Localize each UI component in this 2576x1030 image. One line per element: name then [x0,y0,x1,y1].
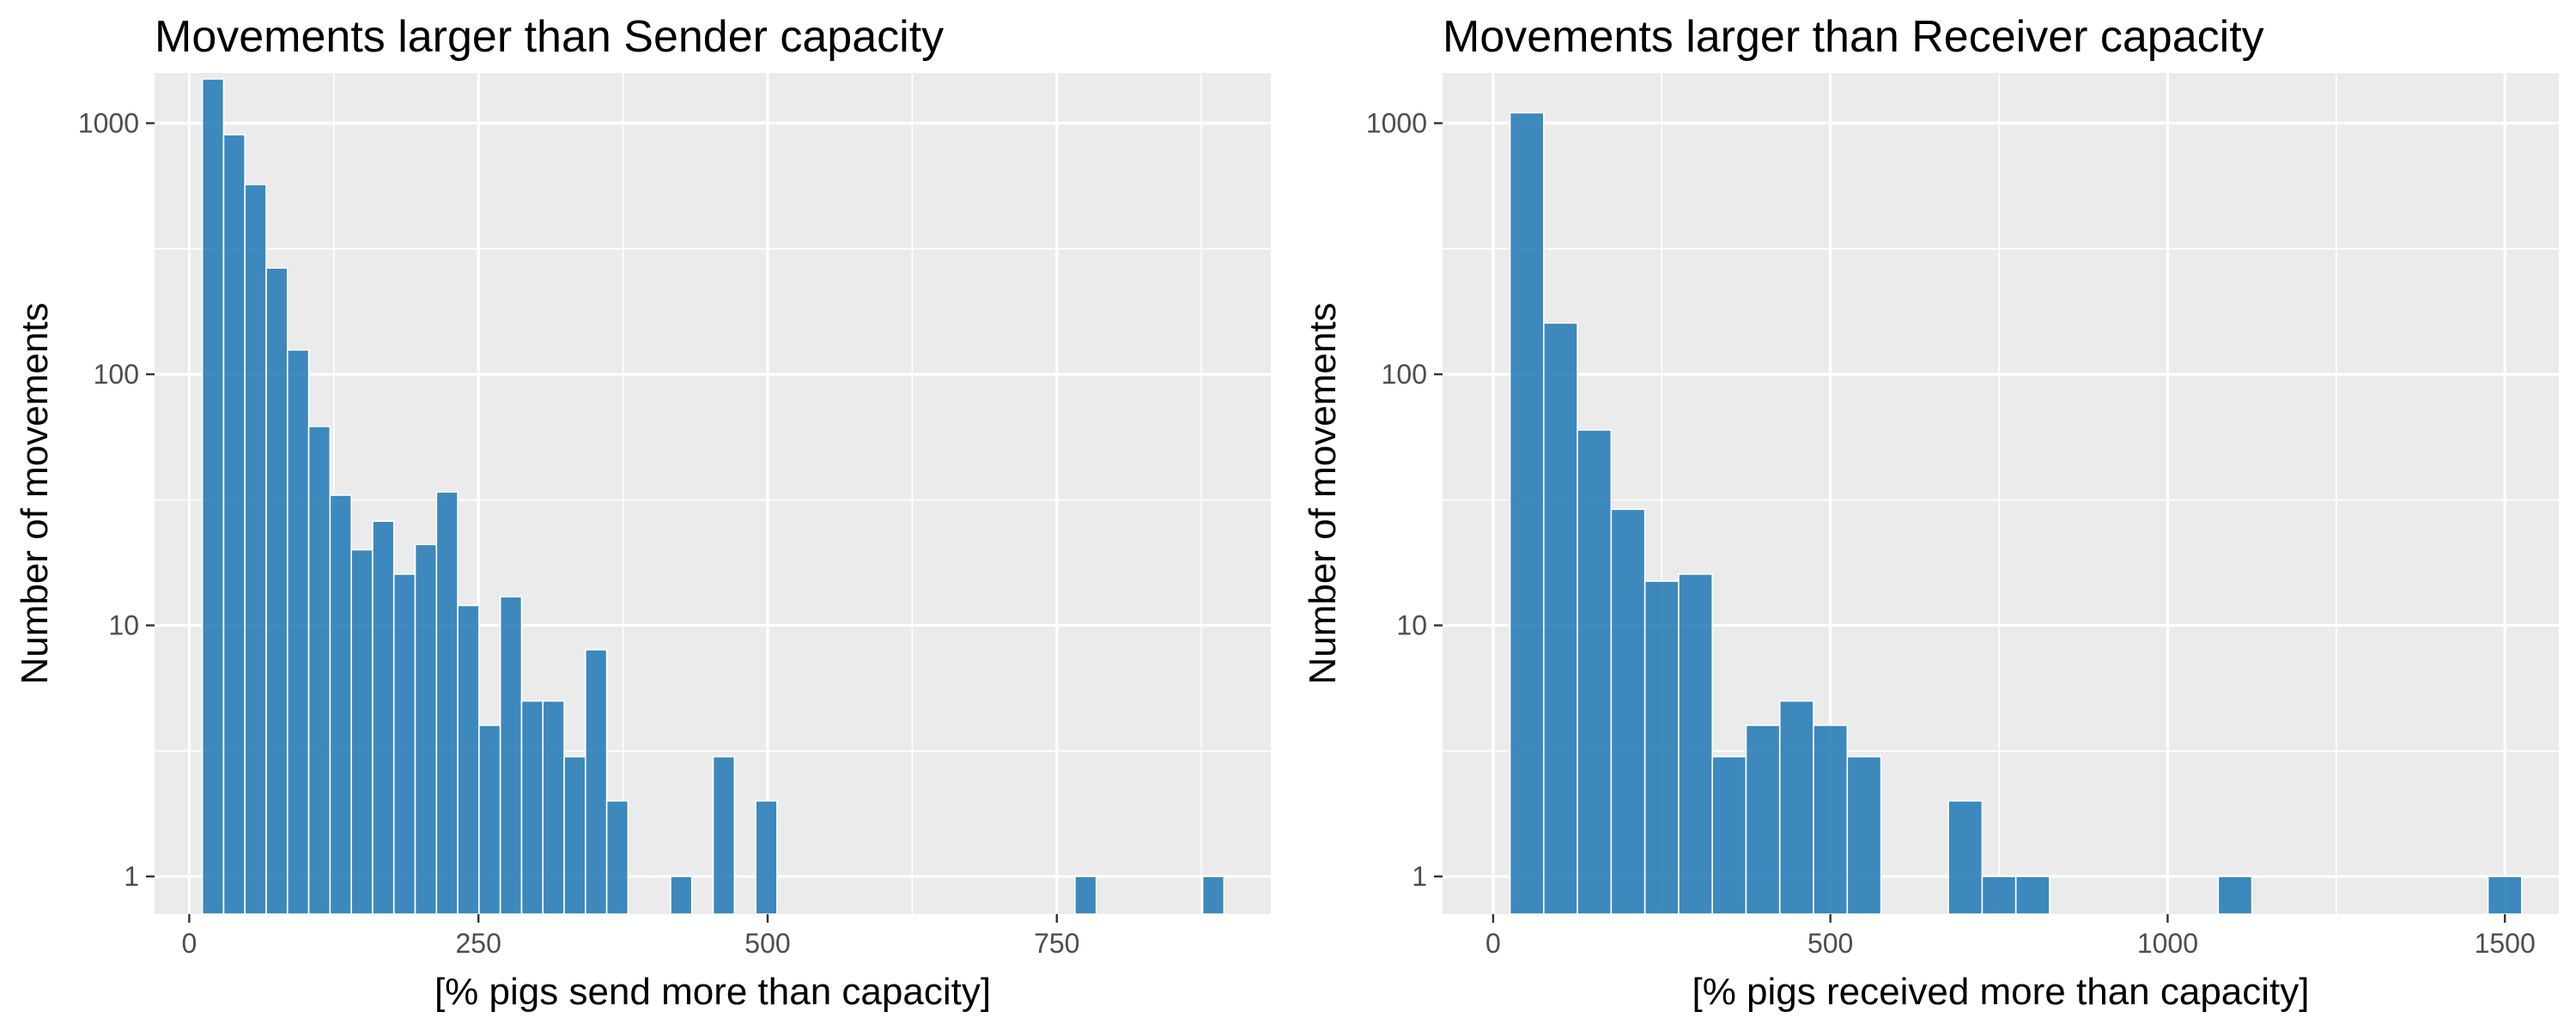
histogram-bar [457,604,480,915]
histogram-bar [2014,876,2050,915]
histogram-bar [2487,876,2523,915]
histogram-bar [1610,508,1646,915]
histogram-bar [244,184,267,915]
histogram-bar [265,267,289,915]
y-tick-label: 1000 [1366,108,1427,139]
histogram-bar [1543,322,1578,915]
chart-title: Movements larger than Receiver capacity [1443,12,2264,62]
histogram-bar [222,134,246,915]
histogram-bar [2217,876,2253,915]
y-axis-title: Number of movements [1302,302,1344,684]
x-tick-label: 250 [456,928,501,959]
histogram-bar [414,543,438,915]
histogram-bar [307,425,331,915]
histogram-bar [1711,755,1747,915]
axis-ticks: 0 500 1000 1500 1 10 100 1000 [1366,108,2536,959]
y-tick-label: 10 [1396,610,1427,641]
histogram-bar [1846,755,1882,915]
x-tick-label: 0 [1485,928,1501,959]
histogram-bar [1577,429,1613,915]
histogram-bar [585,649,608,915]
histogram-bar [755,800,778,915]
histogram-bar [201,78,225,915]
histogram-bar [1778,700,1814,915]
axis-ticks: 0 250 500 750 1 10 100 1000 [78,108,1080,959]
y-axis-title: Number of movements [14,302,56,684]
histogram-bar [712,755,736,915]
y-tick-label: 100 [94,359,139,390]
histogram-bar [1678,573,1713,915]
receiver-capacity-chart: Movements larger than Receiver capacity … [1302,12,2559,1013]
y-tick-label: 100 [1382,359,1427,390]
bars [201,78,1225,915]
histogram-bar [670,876,693,915]
histogram-bar [392,573,416,915]
x-axis-title: [% pigs received more than capacity] [1692,971,2309,1013]
histogram-bar [478,724,501,915]
histogram-bar [1981,876,2017,915]
histogram-bar [286,348,310,915]
histogram-bar [435,491,459,915]
bars [1509,112,2523,915]
x-tick-label: 750 [1034,928,1079,959]
histogram-bar [563,755,586,915]
sender-capacity-chart: Movements larger than Sender capacity 0 2… [14,12,1271,1013]
y-tick-label: 1000 [78,108,139,139]
histogram-bar [350,548,374,915]
histogram-bar [520,700,544,915]
histogram-bar [1643,580,1680,915]
x-axis-title: [% pigs send more than capacity] [434,971,991,1013]
histogram-bar [1745,724,1781,915]
y-tick-label: 1 [124,861,139,892]
y-tick-label: 1 [1412,861,1427,892]
x-tick-label: 500 [1807,928,1853,959]
histogram-bar [542,700,565,915]
histogram-bar [1509,112,1545,915]
x-tick-label: 0 [182,928,197,959]
histogram-bar [605,800,629,915]
histogram-bar [329,494,352,915]
x-tick-label: 1500 [2475,928,2536,959]
histogram-bar [499,596,523,915]
histogram-bar [1813,724,1849,915]
x-tick-label: 500 [744,928,790,959]
chart-title: Movements larger than Sender capacity [155,12,944,62]
x-tick-label: 1000 [2137,928,2198,959]
y-tick-label: 10 [108,610,139,641]
histogram-bar [1074,876,1097,915]
histogram-bar [372,520,395,915]
histogram-bar [1947,800,1984,915]
histogram-bar [1201,876,1225,915]
